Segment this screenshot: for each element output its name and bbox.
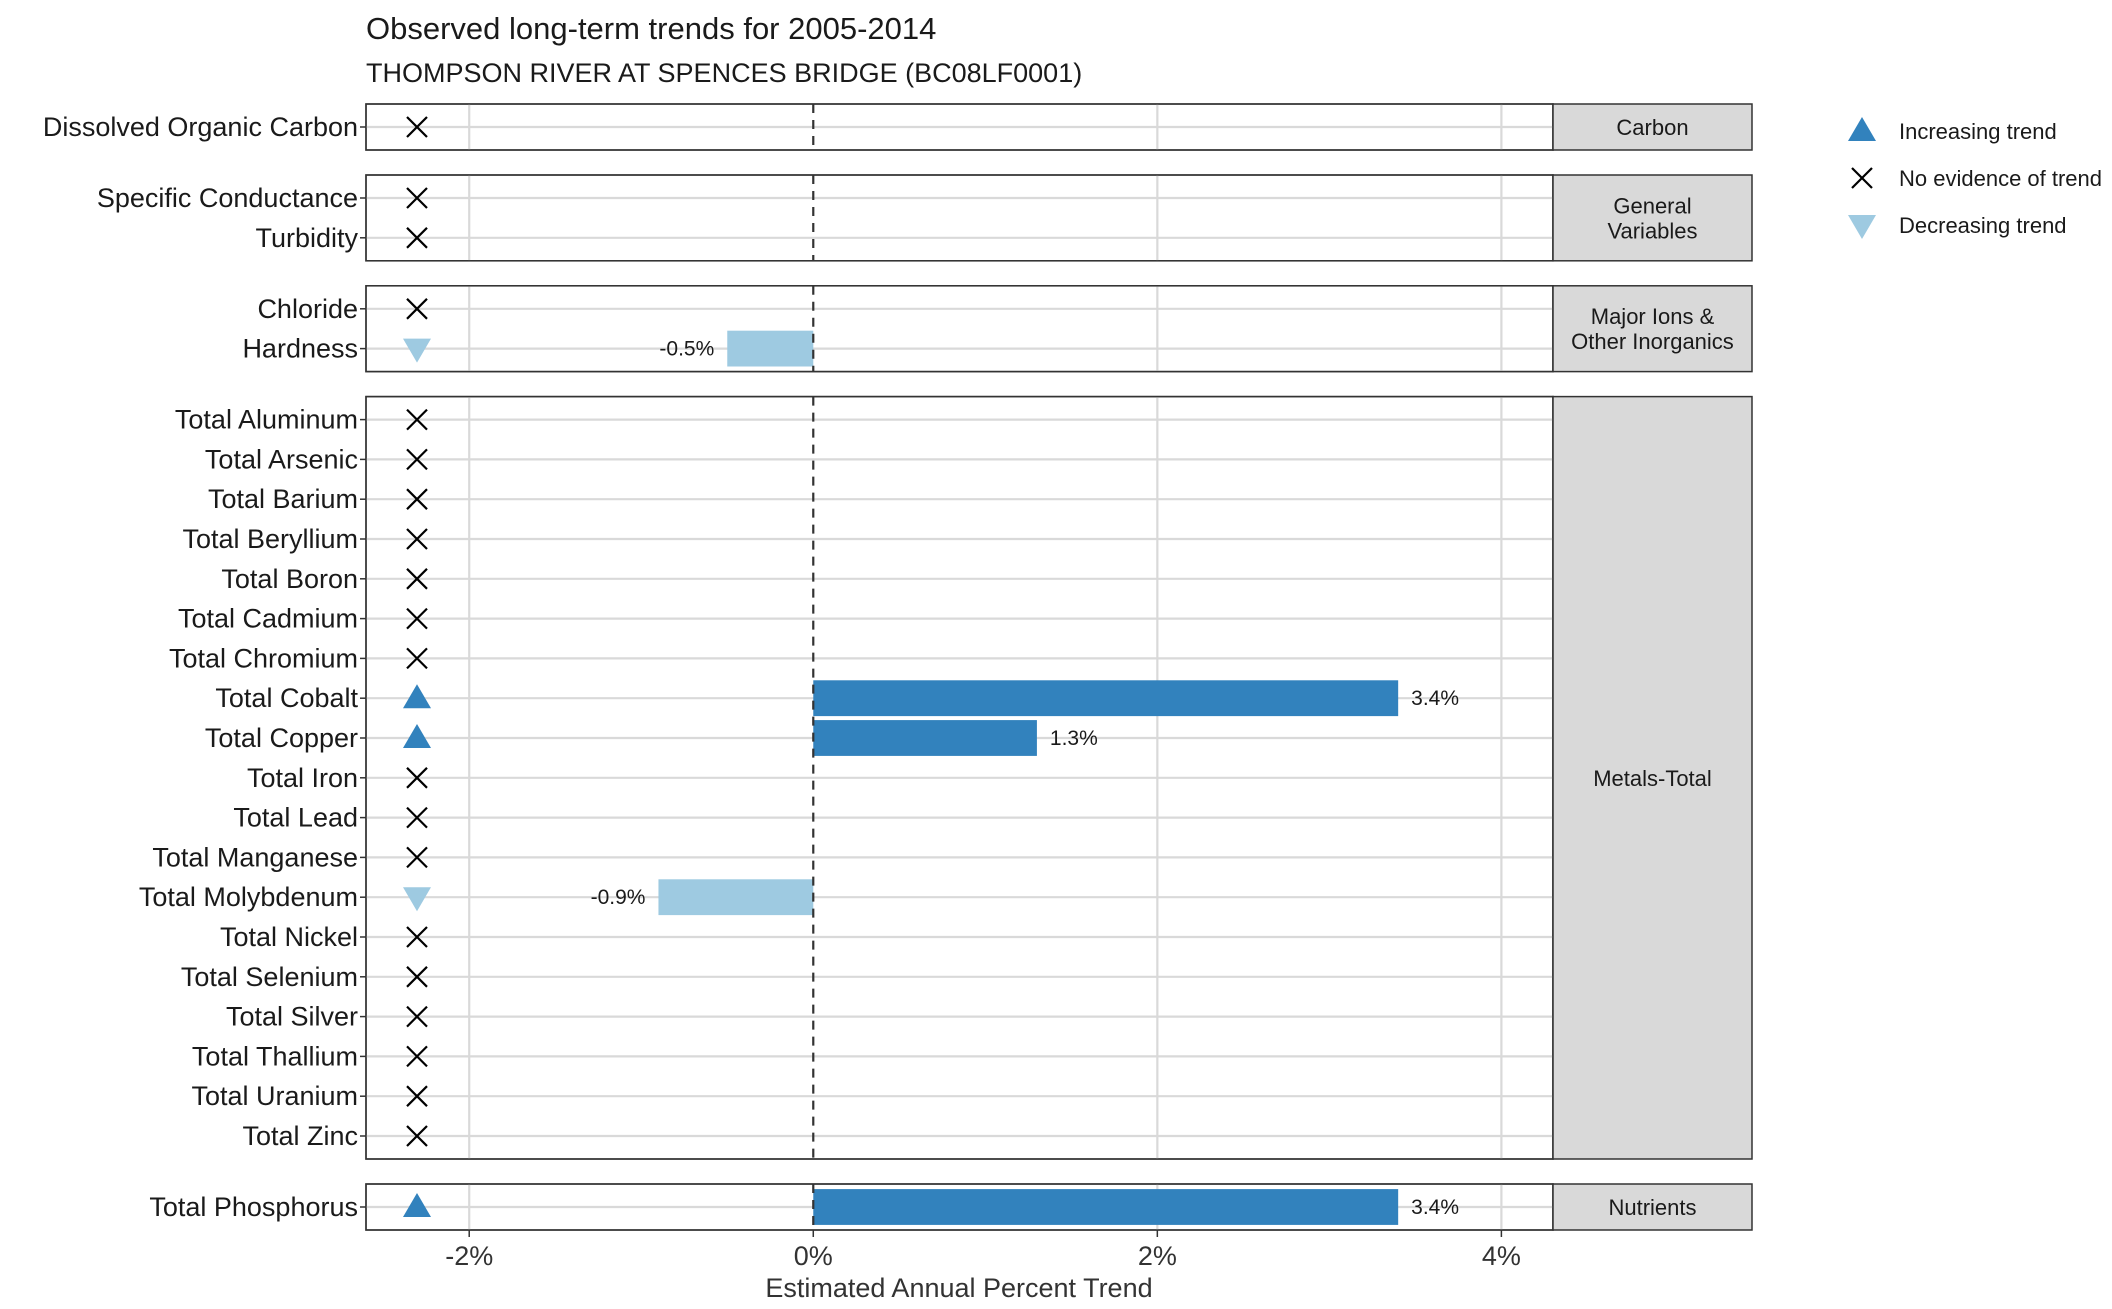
row-label-total-aluminum: Total Aluminum — [175, 405, 358, 435]
row-label-total-lead: Total Lead — [233, 803, 358, 833]
x-tick-label: 0% — [794, 1241, 833, 1271]
facet-strip-label: General — [1613, 193, 1691, 218]
row-label-total-arsenic: Total Arsenic — [205, 444, 358, 474]
facet-panel-metals-total: Total Aluminum Total Arsenic Total Barium T… — [139, 395, 1753, 1160]
no-trend-cross-icon — [406, 528, 428, 550]
trend-bar-total-copper — [813, 720, 1037, 756]
bar-label-total-molybdenum: -0.9% — [591, 886, 646, 909]
no-trend-cross-icon — [406, 408, 428, 431]
row-label-total-barium: Total Barium — [208, 484, 358, 514]
row-label-chloride: Chloride — [257, 294, 358, 324]
no-trend-cross-icon — [406, 1005, 428, 1028]
facet-strip-label: Major Ions & — [1591, 304, 1715, 329]
no-trend-cross-icon — [406, 767, 428, 789]
row-label-total-iron: Total Iron — [247, 763, 358, 793]
row-label-total-nickel: Total Nickel — [220, 922, 358, 952]
bar-label-total-phosphorus: 3.4% — [1411, 1196, 1459, 1219]
legend-label-none: No evidence of trend — [1899, 166, 2102, 191]
chart-subtitle: THOMPSON RIVER AT SPENCES BRIDGE (BC08LF… — [366, 58, 1082, 88]
facet-panel-nutrients: Total Phosphorus 3.4% Nutrients — [149, 1183, 1753, 1231]
facet-strip — [1552, 395, 1753, 1160]
x-axis-title: Estimated Annual Percent Trend — [765, 1273, 1152, 1303]
increasing-trend-triangle-icon — [403, 724, 431, 748]
row-label-total-manganese: Total Manganese — [152, 842, 358, 872]
row-label-total-phosphorus: Total Phosphorus — [149, 1192, 358, 1222]
facet-strip — [1552, 1183, 1753, 1231]
legend-label-decreasing: Decreasing trend — [1899, 213, 2067, 238]
no-trend-cross-icon — [406, 116, 428, 138]
facet-strip — [1552, 103, 1753, 151]
no-trend-cross-icon — [406, 488, 428, 510]
legend: Increasing trend No evidence of trend Decr… — [1848, 117, 2102, 239]
no-trend-cross-icon — [406, 846, 428, 869]
trend-bar-total-phosphorus — [813, 1189, 1399, 1225]
facet-panel-general-variables: Specific Conductance Turbidity GeneralVari… — [97, 174, 1753, 262]
row-label-total-zinc: Total Zinc — [242, 1121, 358, 1151]
facet-strip-label: Other Inorganics — [1571, 329, 1734, 354]
trend-bar-hardness — [727, 330, 814, 367]
no-trend-cross-icon — [406, 1045, 428, 1068]
facet-strip-label: Variables — [1607, 218, 1697, 243]
x-axis: -2% 0% 2% 4% — [445, 1230, 1521, 1271]
row-label-total-cobalt: Total Cobalt — [215, 683, 358, 713]
row-label-specific-conductance: Specific Conductance — [97, 183, 358, 213]
no-trend-cross-icon — [406, 568, 428, 590]
decreasing-trend-triangle-icon — [403, 338, 431, 363]
row-label-total-molybdenum: Total Molybdenum — [139, 882, 358, 912]
bar-label-total-copper: 1.3% — [1050, 727, 1098, 750]
facet-strip — [1552, 285, 1753, 373]
x-tick-label: 2% — [1138, 1241, 1177, 1271]
facet-panels: Dissolved Organic Carbon Carbon Specific C… — [43, 103, 1753, 1231]
triangle-up-icon — [1848, 117, 1876, 141]
increasing-trend-triangle-icon — [403, 684, 431, 709]
panel-background — [365, 174, 1554, 262]
row-label-total-silver: Total Silver — [226, 1002, 358, 1032]
chart-title: Observed long-term trends for 2005-2014 — [366, 11, 936, 46]
no-trend-cross-icon — [406, 806, 428, 829]
row-label-total-beryllium: Total Beryllium — [182, 524, 358, 554]
row-label-total-chromium: Total Chromium — [169, 643, 358, 673]
decreasing-trend-triangle-icon — [403, 887, 431, 912]
trend-bar-total-cobalt — [813, 680, 1399, 717]
facet-strip-label: Nutrients — [1608, 1195, 1696, 1220]
facet-strip-label: Carbon — [1616, 115, 1688, 140]
trend-bar-total-molybdenum — [658, 879, 814, 916]
no-trend-cross-icon — [406, 448, 428, 471]
no-trend-cross-icon — [406, 227, 428, 249]
no-trend-cross-icon — [406, 298, 428, 320]
facet-panel-carbon: Dissolved Organic Carbon Carbon — [43, 103, 1753, 151]
row-label-total-cadmium: Total Cadmium — [178, 604, 358, 634]
row-label-turbidity: Turbidity — [255, 223, 358, 253]
bar-label-total-cobalt: 3.4% — [1411, 687, 1459, 710]
x-tick-label: 4% — [1482, 1241, 1521, 1271]
x-tick-label: -2% — [445, 1241, 493, 1271]
legend-label-increasing: Increasing trend — [1899, 119, 2057, 144]
no-trend-cross-icon — [406, 1125, 428, 1147]
bar-label-hardness: -0.5% — [659, 338, 714, 361]
row-label-hardness: Hardness — [242, 334, 358, 364]
cross-icon — [1851, 167, 1873, 189]
facet-strip — [1552, 174, 1753, 262]
no-trend-cross-icon — [406, 187, 428, 209]
no-trend-cross-icon — [406, 966, 428, 988]
no-trend-cross-icon — [406, 1085, 428, 1107]
row-label-total-boron: Total Boron — [221, 564, 358, 594]
increasing-trend-triangle-icon — [403, 1193, 431, 1217]
facet-panel-major-ions-other-inorganics: Chloride Hardness -0.5% Major Ions &Other I… — [242, 285, 1753, 373]
triangle-down-icon — [1848, 215, 1876, 239]
no-trend-cross-icon — [406, 647, 428, 670]
row-label-total-thallium: Total Thallium — [192, 1041, 358, 1071]
row-label-dissolved-organic-carbon: Dissolved Organic Carbon — [43, 112, 358, 142]
no-trend-cross-icon — [406, 926, 428, 948]
panel-background — [365, 285, 1554, 373]
facet-strip-label: Metals-Total — [1593, 766, 1712, 791]
row-label-total-uranium: Total Uranium — [191, 1081, 358, 1111]
row-label-total-selenium: Total Selenium — [181, 962, 358, 992]
row-label-total-copper: Total Copper — [205, 723, 358, 753]
no-trend-cross-icon — [406, 607, 428, 630]
